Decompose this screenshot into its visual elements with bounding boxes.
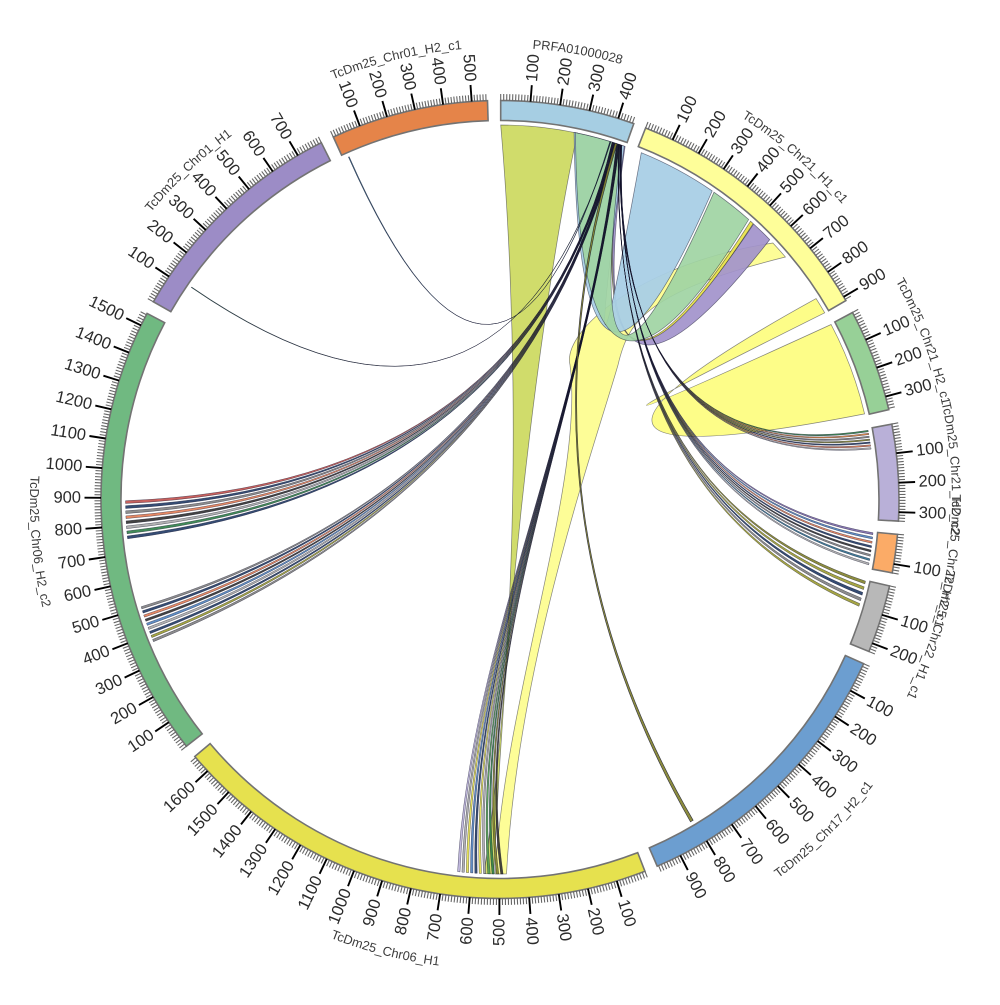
svg-text:200: 200 <box>918 472 946 491</box>
svg-text:100: 100 <box>915 439 944 460</box>
svg-text:500: 500 <box>459 53 479 82</box>
svg-text:400: 400 <box>522 917 542 946</box>
svg-text:800: 800 <box>54 520 83 540</box>
svg-text:1000: 1000 <box>45 455 83 476</box>
svg-text:500: 500 <box>490 918 508 946</box>
svg-text:300: 300 <box>919 504 947 523</box>
svg-text:100: 100 <box>523 54 543 83</box>
svg-text:900: 900 <box>53 489 81 507</box>
svg-text:600: 600 <box>457 917 477 946</box>
